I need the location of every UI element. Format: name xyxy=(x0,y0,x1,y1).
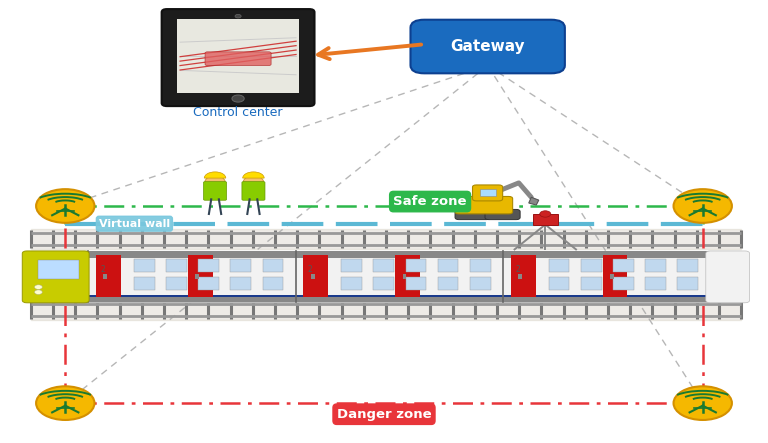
FancyBboxPatch shape xyxy=(706,251,750,303)
Bar xyxy=(548,277,569,290)
Circle shape xyxy=(232,95,244,102)
Bar xyxy=(610,274,614,280)
FancyBboxPatch shape xyxy=(485,210,520,220)
Circle shape xyxy=(205,176,225,187)
Text: Danger zone: Danger zone xyxy=(336,408,432,421)
Text: Gateway: Gateway xyxy=(450,39,525,54)
Bar xyxy=(96,256,121,297)
Bar xyxy=(31,252,741,257)
Bar xyxy=(470,277,491,290)
Bar xyxy=(166,277,187,290)
Circle shape xyxy=(674,189,732,223)
Bar xyxy=(303,256,328,297)
Bar xyxy=(166,259,187,272)
FancyBboxPatch shape xyxy=(161,9,315,106)
Bar xyxy=(341,259,362,272)
Circle shape xyxy=(36,386,94,420)
Bar xyxy=(373,277,394,290)
Circle shape xyxy=(540,211,551,217)
Text: Safe zone: Safe zone xyxy=(393,195,467,208)
Bar xyxy=(31,252,741,302)
Bar xyxy=(134,277,154,290)
Bar xyxy=(406,259,426,272)
Bar xyxy=(188,256,213,297)
FancyBboxPatch shape xyxy=(455,197,513,214)
Bar xyxy=(548,259,569,272)
Wedge shape xyxy=(204,172,226,178)
Circle shape xyxy=(235,15,241,18)
Bar xyxy=(470,259,491,272)
Bar xyxy=(198,277,219,290)
Circle shape xyxy=(243,176,263,187)
Bar xyxy=(198,259,219,272)
Bar xyxy=(613,259,634,272)
Bar xyxy=(581,277,601,290)
Bar xyxy=(263,259,283,272)
Text: Virtual wall: Virtual wall xyxy=(99,219,170,229)
Text: 2: 2 xyxy=(101,265,105,274)
Bar xyxy=(311,274,315,280)
FancyBboxPatch shape xyxy=(205,52,271,66)
FancyBboxPatch shape xyxy=(410,20,565,74)
Bar xyxy=(341,277,362,290)
Text: 2: 2 xyxy=(515,265,520,274)
Bar xyxy=(31,295,741,297)
Bar xyxy=(581,259,601,272)
Bar xyxy=(518,274,522,280)
Bar xyxy=(230,259,251,272)
Bar xyxy=(613,277,634,290)
Bar xyxy=(438,277,458,290)
Circle shape xyxy=(35,285,42,289)
Bar xyxy=(677,277,698,290)
Text: 2: 2 xyxy=(308,265,313,274)
Wedge shape xyxy=(243,172,264,178)
Circle shape xyxy=(36,189,94,223)
Bar xyxy=(263,277,283,290)
FancyBboxPatch shape xyxy=(22,251,89,303)
Bar xyxy=(134,259,154,272)
Text: Control center: Control center xyxy=(194,106,283,120)
FancyBboxPatch shape xyxy=(472,185,502,201)
Bar xyxy=(645,277,666,290)
Bar xyxy=(645,259,666,272)
Circle shape xyxy=(674,386,732,420)
Bar xyxy=(177,19,299,93)
Bar xyxy=(195,274,199,280)
Bar xyxy=(396,256,420,297)
Bar xyxy=(603,256,627,297)
Bar xyxy=(438,259,458,272)
Circle shape xyxy=(35,290,42,294)
Bar xyxy=(533,214,558,225)
FancyBboxPatch shape xyxy=(242,182,265,200)
Bar xyxy=(406,277,426,290)
Bar xyxy=(511,256,535,297)
Bar xyxy=(402,274,406,280)
Bar xyxy=(230,277,251,290)
Bar xyxy=(38,260,79,280)
Bar xyxy=(104,274,108,280)
Bar xyxy=(31,297,741,302)
Bar xyxy=(373,259,394,272)
Bar xyxy=(480,190,496,196)
FancyBboxPatch shape xyxy=(455,210,490,220)
FancyBboxPatch shape xyxy=(204,182,227,200)
Polygon shape xyxy=(528,197,538,205)
Bar xyxy=(677,259,698,272)
